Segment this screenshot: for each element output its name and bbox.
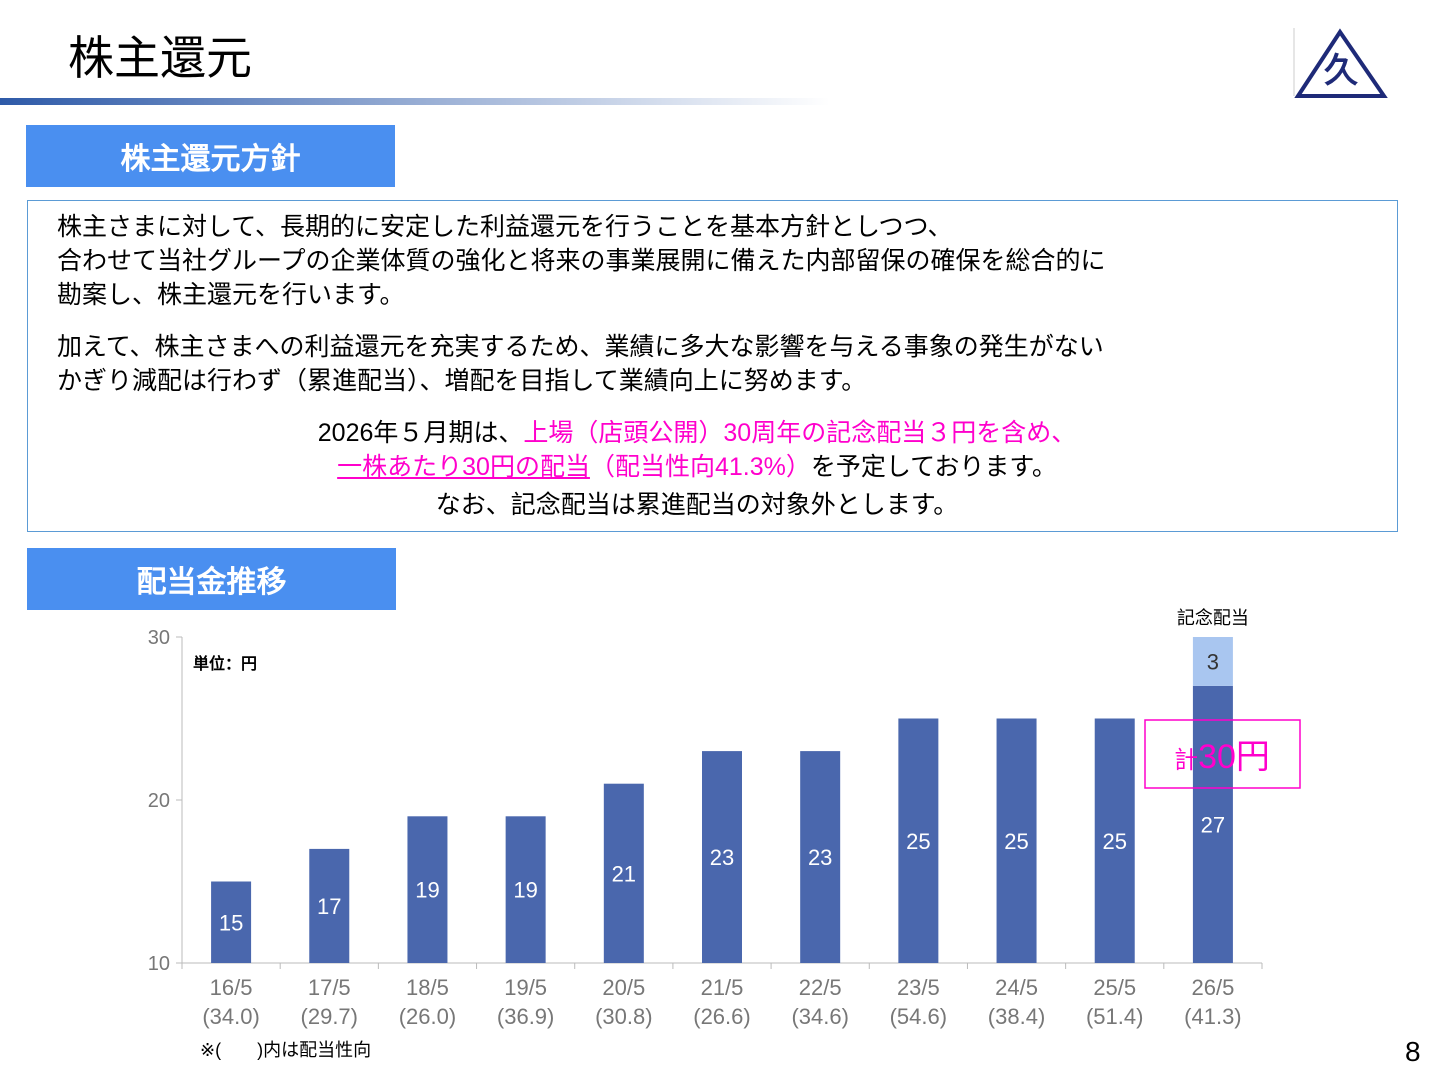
value-label: 3 xyxy=(1207,649,1219,674)
bar xyxy=(996,718,1037,963)
outlook: 2026年５月期は、上場（店頭公開）30周年の記念配当３円を含め、 一株あたり30… xyxy=(57,416,1337,522)
x-sublabel: (54.6) xyxy=(890,1004,947,1029)
outlook-line: 2026年５月期は、上場（店頭公開）30周年の記念配当３円を含め、 xyxy=(57,416,1337,450)
x-tick-label: 22/5 xyxy=(799,975,842,1000)
x-tick-label: 18/5 xyxy=(406,975,449,1000)
x-tick-label: 17/5 xyxy=(308,975,351,1000)
x-sublabel: (26.6) xyxy=(693,1004,750,1029)
outlook-segment: なお、記念配当は累進配当の対象外とします。 xyxy=(435,491,959,519)
total-box xyxy=(1144,719,1301,789)
value-label: 27 xyxy=(1201,812,1225,837)
bar xyxy=(407,816,448,963)
x-tick-label: 20/5 xyxy=(602,975,645,1000)
x-sublabel: (51.4) xyxy=(1086,1004,1143,1029)
footnote: ※( )内は配当性向 xyxy=(200,1040,372,1060)
total-label: 計30円 xyxy=(1174,738,1270,776)
outlook-line: なお、記念配当は累進配当の対象外とします。 xyxy=(57,488,1337,522)
outlook-segment: 上場（店頭公開）30周年の記念配当３円を含め、 xyxy=(523,419,1077,447)
value-label: 19 xyxy=(513,878,537,903)
slide-title: 株主還元 xyxy=(68,32,252,84)
text-line: 加えて、株主さまへの利益還元を充実するため、業績に多大な影響を与える事象の発生が… xyxy=(57,333,1104,361)
x-tick-label: 25/5 xyxy=(1093,975,1136,1000)
y-tick-label: 10 xyxy=(148,953,170,975)
value-label: 25 xyxy=(1004,829,1028,854)
outlook-segment: 2026年５月期は、 xyxy=(317,419,524,447)
x-sublabel: (41.3) xyxy=(1184,1004,1241,1029)
total-label-prefix: 計 xyxy=(1174,747,1198,774)
bar xyxy=(505,816,546,963)
logo-triangle xyxy=(1294,28,1388,98)
value-label: 23 xyxy=(710,845,734,870)
unit-label: 単位：円 xyxy=(193,654,257,673)
bar xyxy=(702,751,742,963)
x-tick-label: 19/5 xyxy=(504,975,547,1000)
policy-text: 株主さまに対して、長期的に安定した利益還元を行うことを基本方針としつつ、合わせて… xyxy=(57,210,1377,522)
bar xyxy=(1192,637,1233,686)
bar xyxy=(1094,718,1135,963)
bar xyxy=(898,718,939,963)
bar xyxy=(1192,685,1233,963)
y-tick-label: 20 xyxy=(148,790,170,812)
text-line: 株主さまに対して、長期的に安定した利益還元を行うことを基本方針としつつ、 xyxy=(57,213,953,241)
x-sublabel: (38.4) xyxy=(988,1004,1045,1029)
section-heading: 配当金推移 xyxy=(27,548,396,610)
value-label: 25 xyxy=(1102,829,1126,854)
section-heading: 株主還元方針 xyxy=(26,125,395,187)
x-tick-label: 21/5 xyxy=(701,975,744,1000)
bar xyxy=(800,751,841,963)
x-tick-label: 16/5 xyxy=(210,975,253,1000)
x-sublabel: (36.9) xyxy=(497,1004,554,1029)
x-tick-label: 23/5 xyxy=(897,975,940,1000)
outlook-segment: 一株あたり30円の配当 xyxy=(337,453,590,481)
value-label: 21 xyxy=(612,861,636,886)
x-sublabel: (34.0) xyxy=(202,1004,259,1029)
x-sublabel: (26.0) xyxy=(399,1004,456,1029)
paragraph: 加えて、株主さまへの利益還元を充実するため、業績に多大な影響を与える事象の発生が… xyxy=(57,330,1377,398)
bar xyxy=(603,783,644,963)
bar xyxy=(309,848,350,963)
outlook-line: 一株あたり30円の配当（配当性向41.3%）を予定しております。 xyxy=(57,450,1337,484)
page-number: 8 xyxy=(1405,1036,1421,1067)
value-label: 17 xyxy=(317,894,341,919)
policy-box xyxy=(27,200,1398,532)
text-line: かぎり減配は行わず（累進配当）、増配を目指して業績向上に努めます。 xyxy=(57,367,867,395)
x-sublabel: (34.6) xyxy=(791,1004,848,1029)
x-sublabel: (29.7) xyxy=(301,1004,358,1029)
outlook-segment: を予定しております。 xyxy=(810,453,1057,481)
title-rule xyxy=(0,98,830,105)
text-line: 勘案し、株主還元を行います。 xyxy=(57,281,405,309)
logo-text: 久 xyxy=(1324,52,1358,90)
value-label: 19 xyxy=(415,878,439,903)
x-sublabel: (30.8) xyxy=(595,1004,652,1029)
outlook-segment: （配当性向41.3%） xyxy=(589,453,811,481)
total-label-amount: 30円 xyxy=(1198,738,1270,776)
text-line: 合わせて当社グループの企業体質の強化と将来の事業展開に備えた内部留保の確保を総合… xyxy=(57,247,1106,275)
y-tick-label: 30 xyxy=(148,627,170,649)
x-tick-label: 24/5 xyxy=(995,975,1038,1000)
x-tick-label: 26/5 xyxy=(1191,975,1234,1000)
paragraph: 株主さまに対して、長期的に安定した利益還元を行うことを基本方針としつつ、合わせて… xyxy=(57,210,1377,312)
series-label: 記念配当 xyxy=(1177,607,1249,628)
value-label: 15 xyxy=(219,910,243,935)
value-label: 23 xyxy=(808,845,832,870)
bar xyxy=(211,881,252,963)
value-label: 25 xyxy=(906,829,930,854)
